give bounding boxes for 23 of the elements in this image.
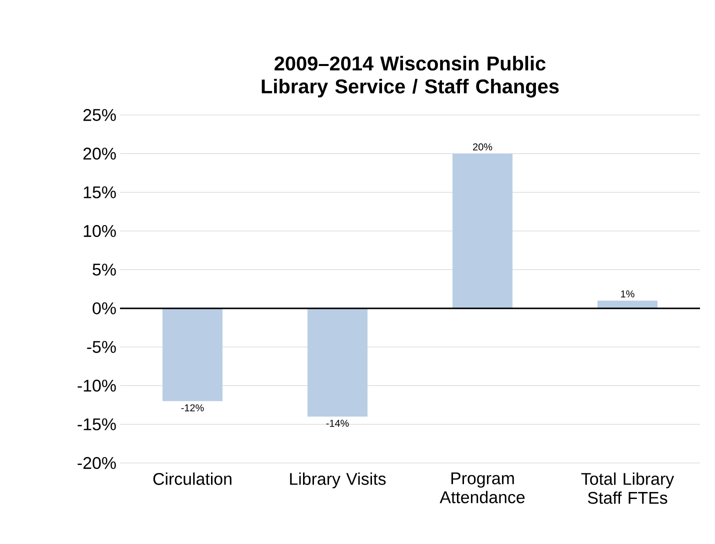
data-label: -12% bbox=[181, 404, 204, 412]
y-tick-label: 0% bbox=[92, 302, 116, 314]
y-tick-label: -10% bbox=[78, 380, 116, 392]
bar bbox=[308, 308, 368, 417]
x-tick-label: Library Visits bbox=[290, 472, 386, 488]
y-tick-label: -15% bbox=[78, 418, 116, 430]
x-tick-label: Circulation bbox=[153, 472, 232, 485]
y-tick-label: 25% bbox=[83, 108, 116, 121]
y-tick-label: -5% bbox=[87, 341, 116, 353]
y-tick-label: 5% bbox=[92, 264, 116, 276]
y-tick-label: 20% bbox=[83, 148, 116, 160]
x-tick-label: Program Attendance bbox=[440, 472, 525, 504]
data-label: 20% bbox=[473, 143, 492, 150]
bar bbox=[452, 154, 513, 308]
x-tick-label: Total Library Staff FTEs bbox=[581, 472, 674, 504]
bar bbox=[162, 308, 223, 402]
data-label: -14% bbox=[326, 420, 349, 427]
data-label: 1% bbox=[621, 290, 634, 298]
y-tick-label: -20% bbox=[78, 456, 116, 469]
bar bbox=[598, 300, 658, 308]
y-tick-label: 15% bbox=[84, 186, 116, 198]
y-tick-label: 10% bbox=[84, 224, 116, 237]
chart-title: 2009–2014 Wisconsin Public Library Service / Staff Changes bbox=[262, 56, 559, 98]
